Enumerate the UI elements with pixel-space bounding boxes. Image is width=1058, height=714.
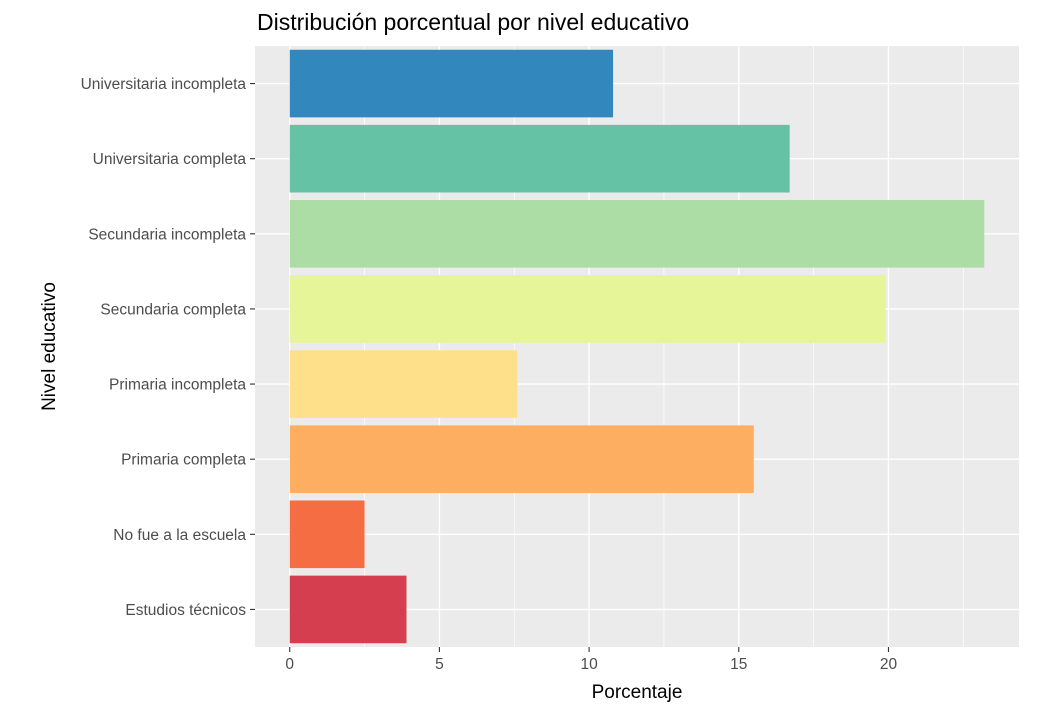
bar bbox=[289, 500, 365, 569]
y-tick-label: Universitaria completa bbox=[93, 151, 247, 168]
x-axis: 0 5 10 15 20 bbox=[285, 647, 897, 673]
bar bbox=[289, 124, 790, 193]
y-axis-title: Nivel educativo bbox=[39, 282, 60, 411]
x-tick-label: 10 bbox=[580, 656, 598, 673]
x-axis-title: Porcentaje bbox=[592, 682, 683, 703]
bar bbox=[289, 200, 985, 268]
y-tick-label: Estudios técnicos bbox=[125, 602, 246, 619]
bar bbox=[289, 425, 754, 493]
bar bbox=[289, 575, 407, 644]
chart-title: Distribución porcentual por nivel educat… bbox=[257, 9, 689, 35]
x-tick-label: 5 bbox=[435, 656, 444, 673]
bars bbox=[289, 49, 985, 644]
y-axis: Estudios técnicos No fue a la escuela Prim… bbox=[81, 76, 255, 619]
bar bbox=[289, 275, 886, 343]
y-tick-label: Universitaria incompleta bbox=[81, 76, 247, 93]
x-tick-label: 20 bbox=[880, 656, 898, 673]
y-tick-label: Secundaria completa bbox=[100, 301, 246, 318]
x-tick-label: 15 bbox=[730, 656, 747, 673]
x-tick-label: 0 bbox=[285, 656, 294, 673]
y-tick-label: Primaria completa bbox=[121, 452, 246, 469]
bar bbox=[289, 350, 518, 418]
y-tick-label: No fue a la escuela bbox=[113, 527, 246, 544]
y-tick-label: Primaria incompleta bbox=[109, 377, 246, 394]
bar bbox=[289, 49, 614, 118]
y-tick-label: Secundaria incompleta bbox=[88, 226, 246, 243]
